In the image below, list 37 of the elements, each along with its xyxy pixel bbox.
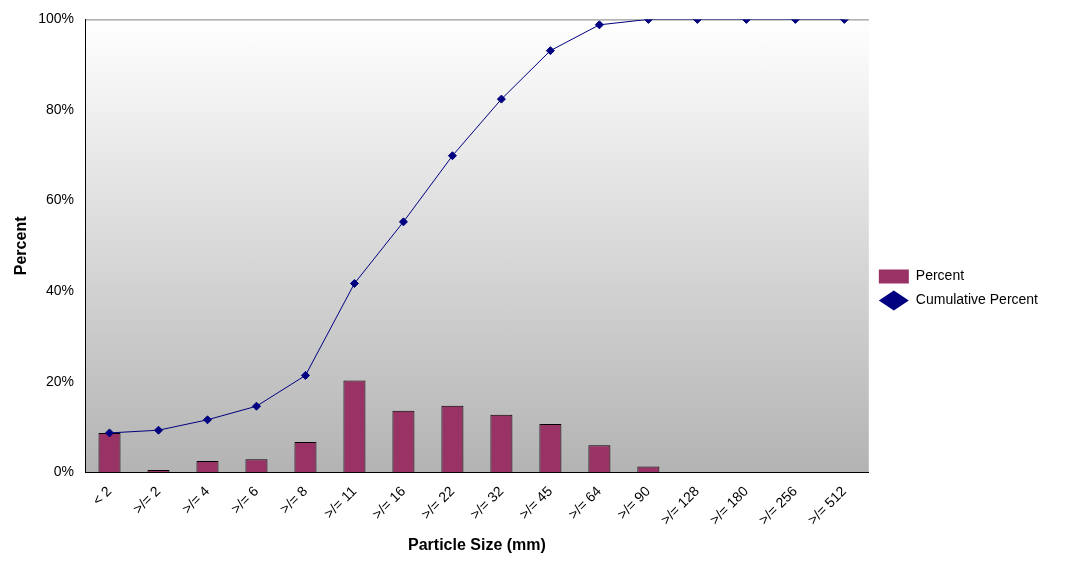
- x-tick-label: >/= 22: [417, 482, 458, 523]
- y-tick-label: 40%: [45, 282, 75, 299]
- y-tick-label: 100%: [38, 10, 75, 27]
- x-tick-label: >/= 6: [227, 482, 262, 517]
- x-tick-label: < 2: [89, 482, 115, 509]
- point: [251, 401, 261, 411]
- x-tick-label: >/= 512: [804, 482, 850, 528]
- point: [398, 217, 408, 227]
- point: [202, 415, 212, 425]
- x-tick-label: >/= 45: [515, 482, 556, 523]
- x-tick-label: >/= 4: [178, 482, 213, 517]
- point: [496, 94, 506, 104]
- y-tick-label: 80%: [45, 100, 75, 117]
- y-tick-label: 20%: [45, 372, 75, 389]
- x-tick-label: >/= 8: [276, 482, 311, 517]
- point: [594, 20, 604, 30]
- x-tick-label: >/= 256: [755, 482, 801, 528]
- x-tick-label: >/= 11: [320, 482, 360, 522]
- x-tick-label: >/= 2: [129, 482, 164, 517]
- x-tick-label: >/= 64: [564, 482, 605, 523]
- x-tick-label: >/= 16: [368, 482, 409, 523]
- x-tick-label: >/= 32: [466, 482, 507, 523]
- point: [105, 428, 114, 438]
- y-axis-title: Percent: [12, 215, 30, 276]
- legend-label: Percent: [915, 267, 965, 284]
- y-tick-label: 60%: [45, 191, 75, 208]
- y-tick-label: 0%: [53, 463, 75, 480]
- point: [153, 425, 163, 435]
- point: [349, 278, 359, 288]
- legend-label: Cumulative Percent: [915, 291, 1039, 308]
- point: [545, 46, 555, 56]
- x-tick-label: >/= 128: [657, 482, 703, 528]
- point: [447, 151, 457, 161]
- x-tick-label: >/= 90: [613, 482, 654, 523]
- point: [300, 370, 310, 380]
- x-axis-title: Particle Size (mm): [408, 535, 546, 553]
- x-tick-label: >/= 180: [706, 482, 752, 528]
